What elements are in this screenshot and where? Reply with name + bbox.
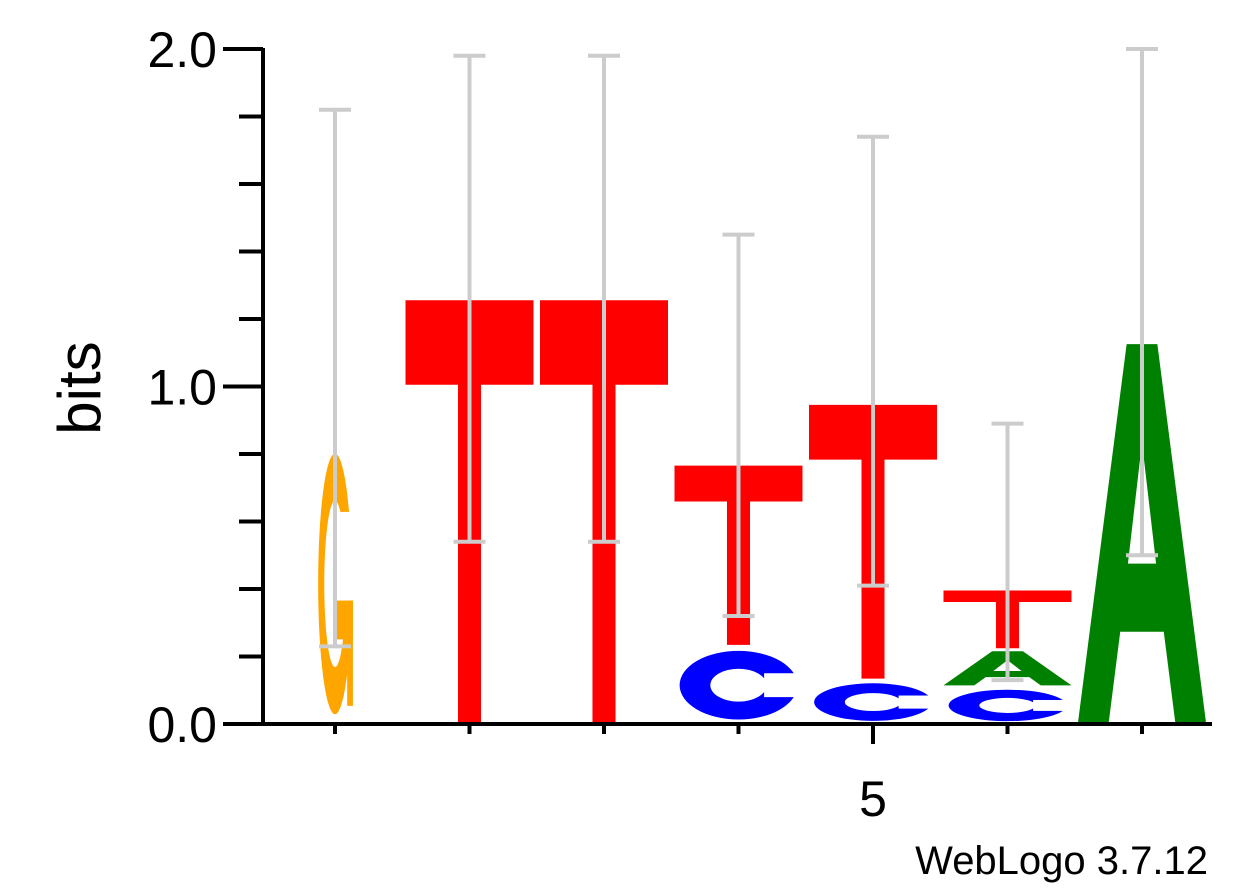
error-bar-pos-5: [857, 134, 889, 588]
weblogo-version-footer: WebLogo 3.7.12: [915, 839, 1208, 883]
x-tick-label: 5: [859, 771, 887, 827]
error-bar-pos-3: [588, 53, 620, 544]
letter-stacks: [318, 300, 1206, 723]
error-bar-pos-1: [319, 107, 351, 649]
error-bars: [319, 47, 1158, 683]
letter-g-pos-1: [318, 453, 354, 715]
y-tick-label: 0.0: [147, 697, 217, 753]
y-tick-label: 2.0: [147, 22, 217, 78]
y-axis-label: bits: [46, 341, 113, 434]
letter-c-pos-5: [814, 683, 940, 721]
y-tick-label: 1.0: [147, 360, 217, 416]
x-axis: 5: [261, 722, 1212, 827]
error-bar-pos-6: [991, 421, 1024, 683]
error-bar-pos-2: [453, 53, 486, 544]
letter-c-pos-4: [679, 650, 806, 720]
error-bar-pos-7: [1126, 47, 1158, 558]
letter-c-pos-6: [948, 689, 1075, 722]
letter-a-pos-7: [1078, 344, 1206, 723]
stack-position-7: [1078, 344, 1206, 723]
y-axis: 0.0 1.0 2.0: [147, 22, 265, 753]
letter-a-pos-6: [943, 651, 1072, 686]
stack-position-1: [318, 453, 354, 715]
error-bar-pos-4: [722, 232, 755, 618]
